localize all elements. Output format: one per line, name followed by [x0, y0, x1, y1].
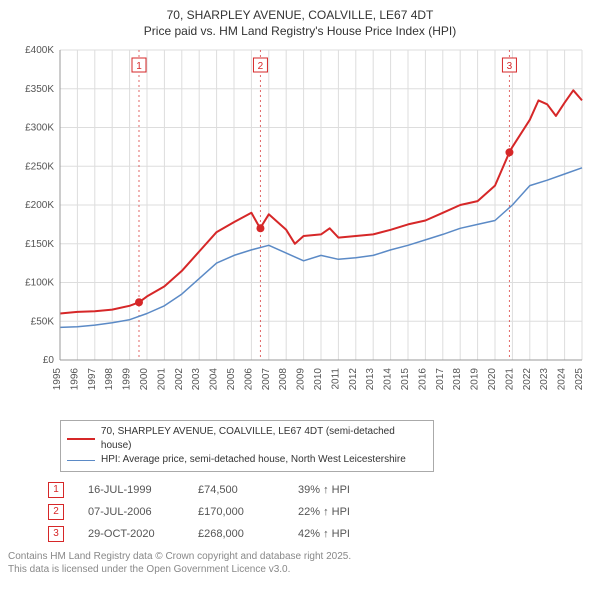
event-row: 2 07-JUL-2006£170,00022% ↑ HPI: [48, 504, 592, 520]
credit-line2: This data is licensed under the Open Gov…: [8, 563, 592, 576]
svg-text:2005: 2005: [226, 368, 237, 391]
svg-text:2020: 2020: [487, 368, 498, 391]
svg-text:2022: 2022: [522, 368, 533, 391]
svg-text:2001: 2001: [156, 368, 167, 391]
svg-text:2024: 2024: [557, 368, 568, 391]
event-date: 07-JUL-2006: [88, 506, 198, 518]
event-date: 16-JUL-1999: [88, 484, 198, 496]
svg-text:£200K: £200K: [25, 200, 54, 211]
event-row: 3 29-OCT-2020£268,00042% ↑ HPI: [48, 526, 592, 542]
svg-text:1: 1: [136, 61, 142, 72]
svg-text:2008: 2008: [278, 368, 289, 391]
legend-label-price: 70, SHARPLEY AVENUE, COALVILLE, LE67 4DT…: [101, 425, 427, 453]
svg-text:1999: 1999: [122, 368, 133, 391]
svg-text:2002: 2002: [174, 368, 185, 391]
svg-text:£100K: £100K: [25, 278, 54, 289]
svg-text:2015: 2015: [400, 368, 411, 391]
event-price: £74,500: [198, 484, 298, 496]
svg-text:2017: 2017: [435, 368, 446, 391]
svg-text:2009: 2009: [296, 368, 307, 391]
svg-text:2025: 2025: [574, 368, 585, 391]
event-table: 1 16-JUL-1999£74,50039% ↑ HPI 2 07-JUL-2006…: [48, 482, 592, 542]
svg-text:2019: 2019: [470, 368, 481, 391]
event-badge: 1: [48, 482, 64, 498]
svg-text:2006: 2006: [243, 368, 254, 391]
title-line1: 70, SHARPLEY AVENUE, COALVILLE, LE67 4DT: [8, 8, 592, 22]
legend-swatch-hpi: [67, 460, 95, 461]
svg-text:2016: 2016: [417, 368, 428, 391]
legend-row-price: 70, SHARPLEY AVENUE, COALVILLE, LE67 4DT…: [67, 425, 427, 453]
svg-text:2023: 2023: [539, 368, 550, 391]
svg-text:2: 2: [258, 61, 264, 72]
event-badge: 2: [48, 504, 64, 520]
title-line2: Price paid vs. HM Land Registry's House …: [8, 24, 592, 38]
svg-text:£250K: £250K: [25, 161, 54, 172]
event-date: 29-OCT-2020: [88, 528, 198, 540]
svg-text:2003: 2003: [191, 368, 202, 391]
svg-text:1996: 1996: [69, 368, 80, 391]
svg-text:£150K: £150K: [25, 239, 54, 250]
event-price: £268,000: [198, 528, 298, 540]
svg-text:1998: 1998: [104, 368, 115, 391]
legend-label-hpi: HPI: Average price, semi-detached house,…: [101, 453, 406, 467]
svg-text:£0: £0: [43, 355, 55, 366]
svg-text:£400K: £400K: [25, 45, 54, 56]
event-hpi: 42% ↑ HPI: [298, 528, 350, 540]
event-row: 1 16-JUL-1999£74,50039% ↑ HPI: [48, 482, 592, 498]
svg-text:£350K: £350K: [25, 84, 54, 95]
svg-text:3: 3: [507, 61, 513, 72]
svg-text:2000: 2000: [139, 368, 150, 391]
legend-swatch-price: [67, 438, 95, 440]
svg-text:2011: 2011: [330, 368, 341, 390]
svg-text:2018: 2018: [452, 368, 463, 391]
svg-text:2004: 2004: [209, 368, 220, 391]
event-badge: 3: [48, 526, 64, 542]
svg-text:2021: 2021: [504, 368, 515, 391]
legend-row-hpi: HPI: Average price, semi-detached house,…: [67, 453, 427, 467]
chart-svg: £0 £50K £100K £150K £200K £250K £300K £350K £400…: [8, 44, 592, 414]
svg-text:£50K: £50K: [31, 316, 55, 327]
credit-line1: Contains HM Land Registry data © Crown c…: [8, 550, 592, 563]
credit-text: Contains HM Land Registry data © Crown c…: [8, 550, 592, 576]
event-hpi: 39% ↑ HPI: [298, 484, 350, 496]
svg-text:2012: 2012: [348, 368, 359, 391]
svg-text:1995: 1995: [52, 368, 63, 391]
svg-text:2007: 2007: [261, 368, 272, 391]
svg-text:2013: 2013: [365, 368, 376, 391]
svg-text:£300K: £300K: [25, 123, 54, 134]
price-chart: £0 £50K £100K £150K £200K £250K £300K £350K £400…: [8, 44, 592, 414]
event-price: £170,000: [198, 506, 298, 518]
svg-text:2014: 2014: [383, 368, 394, 391]
svg-text:2010: 2010: [313, 368, 324, 391]
legend: 70, SHARPLEY AVENUE, COALVILLE, LE67 4DT…: [60, 420, 434, 472]
svg-text:1997: 1997: [87, 368, 98, 391]
event-hpi: 22% ↑ HPI: [298, 506, 350, 518]
